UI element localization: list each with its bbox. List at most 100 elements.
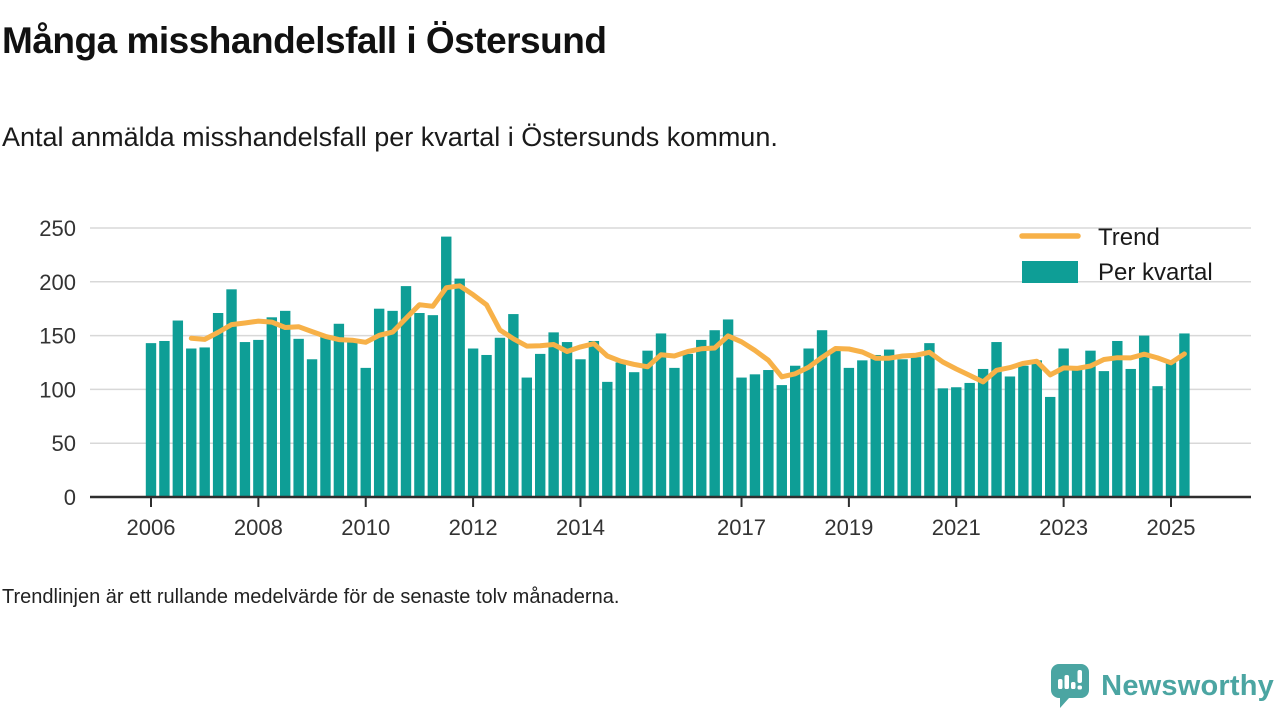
x-axis-label: 2014 [556,515,605,540]
bar [696,339,707,497]
bar [347,340,358,497]
bar-chart-svg: 0 50 100 150 200 250 2006 2008 2010 2012 2014 2017 2… [39,216,1251,540]
y-axis-label: 50 [52,431,76,456]
bar [1138,335,1150,497]
bar [924,343,935,497]
bar [937,388,949,497]
bar [951,387,962,497]
bar [1152,386,1163,497]
bar [1098,371,1110,497]
bar [883,349,895,497]
bar [897,359,908,497]
legend-bar-label: Per kvartal [1098,259,1213,286]
legend-bar-swatch [1022,261,1078,283]
bar [481,354,492,497]
bar [857,360,868,497]
bar [964,382,975,497]
bar [803,348,814,497]
bar [521,377,532,497]
bar [1179,333,1190,497]
bar [575,359,586,497]
bar [172,320,184,497]
bar [655,333,667,497]
bar [199,347,210,497]
x-axis-label: 2017 [717,515,766,540]
bar [239,342,251,497]
y-axis-label: 200 [39,270,76,295]
bar [709,330,720,497]
bar [508,314,519,497]
bar [145,343,157,497]
newsworthy-logo-icon [1051,664,1090,708]
bar [280,310,291,497]
bar [441,236,452,497]
y-axis-label: 0 [64,485,76,510]
bar [1165,360,1177,497]
bar [454,278,465,497]
bar [816,330,828,497]
bar [615,362,626,497]
x-axis-label: 2021 [932,515,981,540]
y-axis-label: 100 [39,377,76,402]
bar [494,337,506,497]
bar [427,315,439,497]
bar [535,353,546,497]
y-axis-label: 250 [39,216,76,241]
bar [1112,340,1123,497]
bar [467,348,479,497]
bar [306,359,318,497]
bar [266,317,277,497]
x-axis-label: 2023 [1039,515,1088,540]
bar [333,323,345,497]
bar [186,348,197,497]
chart-footnote: Trendlinjen är ett rullande medelvärde f… [2,586,620,608]
bar [977,368,989,497]
x-axis-label: 2006 [127,515,176,540]
bar [320,336,331,497]
bar [1018,365,1029,497]
bar [776,385,787,497]
x-axis-label: 2008 [234,515,283,540]
bar [548,332,559,497]
bar [736,377,747,497]
bar [253,339,264,497]
x-axis-label: 2010 [341,515,390,540]
bar [1085,350,1096,497]
bar [1045,396,1056,497]
bar [991,342,1002,497]
newsworthy-wordmark: Newsworthy [1101,669,1274,702]
bar [602,381,613,497]
legend-trend-label: Trend [1098,224,1160,251]
chart-title: Många misshandelsfall i Östersund [2,20,607,61]
bar [1058,348,1069,497]
bar [212,313,224,497]
bar [1004,376,1016,497]
bar [1031,360,1042,497]
bar [790,365,801,497]
bar [682,353,694,497]
bar [226,289,237,497]
bar [870,354,881,497]
chart-subtitle: Antal anmälda misshandelsfall per kvarta… [2,122,778,152]
chart-area: 0 50 100 150 200 250 2006 2008 2010 2012 2014 2017 2… [0,195,1280,545]
bar [400,286,412,497]
bar [830,349,841,497]
bar [669,367,680,497]
bar [628,372,640,497]
bar [843,367,855,497]
bar [414,313,425,497]
bar [159,340,170,497]
bar [588,340,600,497]
bar [722,319,734,497]
bar [387,310,398,497]
newsworthy-branding: Newsworthy [1049,662,1274,710]
x-axis-label: 2025 [1147,515,1196,540]
bar [293,338,304,497]
bar [749,374,761,497]
bar [373,308,385,497]
bar [910,357,922,497]
bar [1125,368,1136,497]
bar [1071,367,1083,497]
bar [642,350,653,497]
bar [763,370,774,497]
